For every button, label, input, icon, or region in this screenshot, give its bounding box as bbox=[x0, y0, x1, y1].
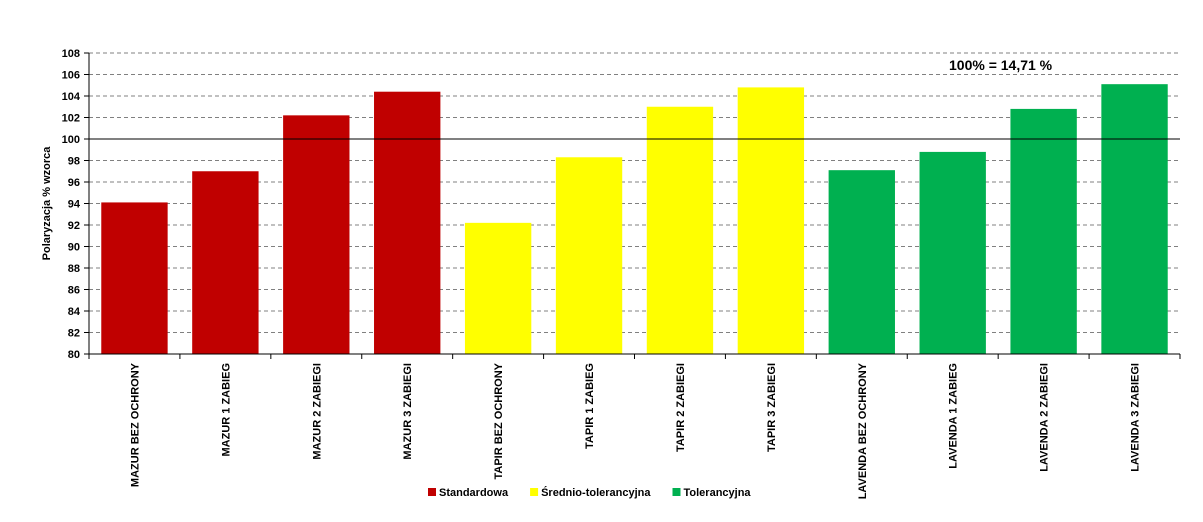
x-tick-label: LAVENDA 2 ZABIEGI bbox=[1039, 363, 1051, 472]
y-axis-label: Polaryzacja % wzorca bbox=[41, 146, 53, 261]
bar bbox=[283, 115, 350, 354]
x-tick-label: MAZUR 2 ZABIEGI bbox=[311, 363, 323, 460]
y-tick-label: 104 bbox=[62, 91, 81, 103]
x-tick-label: MAZUR BEZ OCHRONY bbox=[129, 362, 141, 487]
legend: Standardowa Średnio-tolerancyjna Tolerancy… bbox=[428, 486, 751, 499]
legend-swatch bbox=[530, 488, 539, 496]
legend-label: Tolerancyjna bbox=[684, 487, 752, 499]
x-tick-labels: MAZUR BEZ OCHRONY MAZUR 1 ZABIEG MAZUR 2 Z… bbox=[129, 362, 1141, 499]
x-tick-label: TAPIR 1 ZABIEG bbox=[584, 363, 596, 449]
bar bbox=[374, 91, 441, 354]
y-tick-label: 90 bbox=[68, 242, 80, 254]
bar bbox=[646, 106, 714, 354]
legend-label: Średnio-tolerancyjna bbox=[541, 486, 651, 499]
x-tick-label: LAVENDA BEZ OCHRONY bbox=[857, 362, 869, 499]
bar bbox=[1101, 84, 1168, 355]
y-tick-label: 82 bbox=[68, 328, 80, 340]
y-tick-label: 92 bbox=[68, 220, 80, 232]
x-tick-label: TAPIR BEZ OCHRONY bbox=[493, 362, 505, 479]
x-tick-label: LAVENDA 1 ZABIEG bbox=[948, 363, 960, 469]
y-tick-label: 108 bbox=[62, 48, 80, 60]
annotation: 100% = 14,71 % bbox=[949, 57, 1053, 73]
y-tick-label: 86 bbox=[68, 285, 80, 297]
bar bbox=[828, 170, 895, 354]
x-tick-label: MAZUR 3 ZABIEGI bbox=[402, 363, 414, 460]
bar bbox=[737, 87, 805, 355]
bar bbox=[555, 157, 623, 354]
x-tick-label: LAVENDA 3 ZABIEGI bbox=[1130, 363, 1142, 472]
y-tick-label: 84 bbox=[68, 306, 81, 318]
y-tick-label: 96 bbox=[68, 177, 80, 189]
bar bbox=[192, 171, 259, 354]
y-tick-label: 106 bbox=[62, 70, 80, 82]
bar bbox=[101, 202, 168, 354]
legend-swatch bbox=[428, 488, 436, 496]
bars bbox=[101, 84, 1168, 355]
y-tick-labels: 80 82 84 86 88 90 92 94 96 98 100 102 104 106 108 bbox=[62, 48, 81, 361]
x-tick-label: TAPIR 3 ZABIEGI bbox=[766, 363, 778, 452]
y-tick-label: 94 bbox=[68, 199, 81, 211]
bar bbox=[464, 222, 532, 354]
legend-swatch bbox=[672, 488, 681, 496]
x-tick-label: TAPIR 2 ZABIEGI bbox=[675, 363, 687, 452]
y-tick-label: 80 bbox=[68, 349, 80, 361]
x-tick-label: MAZUR 1 ZABIEG bbox=[220, 363, 232, 457]
y-tick-label: 88 bbox=[68, 263, 80, 275]
y-tick-label: 98 bbox=[68, 156, 80, 168]
bar bbox=[1010, 108, 1077, 355]
bar bbox=[919, 151, 986, 354]
legend-label: Standardowa bbox=[439, 487, 509, 499]
axes bbox=[84, 52, 1181, 359]
y-tick-label: 100 bbox=[62, 134, 80, 146]
y-tick-label: 102 bbox=[62, 113, 80, 125]
